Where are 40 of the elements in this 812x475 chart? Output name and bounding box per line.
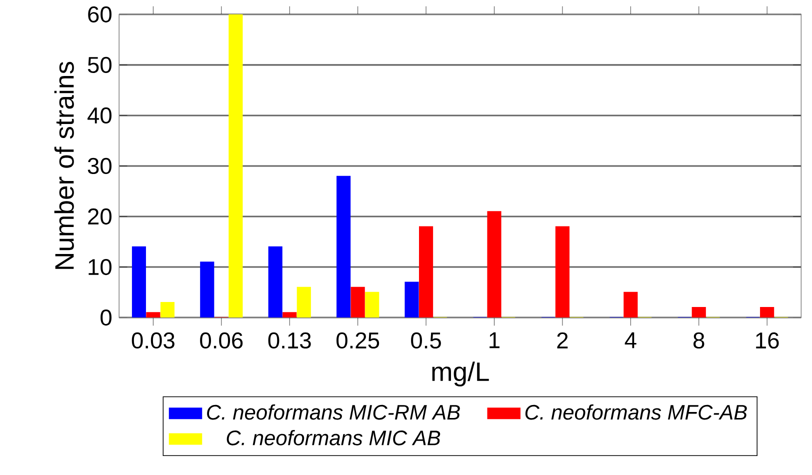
bar xyxy=(350,287,365,318)
bar xyxy=(336,176,351,318)
x-tick-label: 0.06 xyxy=(200,332,243,349)
bar xyxy=(200,262,214,318)
bar xyxy=(160,302,175,318)
bar xyxy=(268,246,282,318)
x-tick-label: 0.5 xyxy=(411,332,441,349)
x-tick-label: 8 xyxy=(693,332,704,349)
bar xyxy=(692,307,706,318)
legend-label: C. neoformans MIC AB xyxy=(226,430,440,446)
bar xyxy=(296,287,311,318)
bar xyxy=(624,292,638,318)
bar xyxy=(418,226,434,318)
x-tick-label: 0.03 xyxy=(132,332,174,349)
y-tick-label: 30 xyxy=(88,158,112,174)
y-tick-label: 10 xyxy=(88,259,112,276)
bar xyxy=(760,307,774,318)
bar xyxy=(365,292,380,318)
y-tick-label: 0 xyxy=(100,310,112,326)
legend-label: C. neoformans MIC-RM AB xyxy=(207,404,460,420)
x-tick-label: 16 xyxy=(756,332,779,349)
bar xyxy=(487,211,502,318)
bar xyxy=(228,14,243,318)
x-tick-label: 0.13 xyxy=(268,332,311,349)
x-tick-label: 1 xyxy=(490,332,500,348)
bar xyxy=(404,282,419,318)
x-axis-title: mg/L xyxy=(432,362,489,387)
y-tick-label: 60 xyxy=(88,6,112,23)
bar xyxy=(555,226,570,318)
bar xyxy=(146,312,160,318)
x-tick-label: 4 xyxy=(624,332,636,348)
legend-label: C. neoformans MFC-AB xyxy=(525,404,747,420)
bar xyxy=(132,246,146,318)
y-tick-label: 20 xyxy=(88,208,112,225)
y-tick-label: 40 xyxy=(88,108,112,124)
x-tick-label: 0.25 xyxy=(336,332,380,349)
y-tick-label: 50 xyxy=(88,57,112,74)
y-axis-title: Number of strains xyxy=(54,62,74,270)
x-tick-label: 2 xyxy=(557,332,568,349)
bar xyxy=(282,312,297,318)
